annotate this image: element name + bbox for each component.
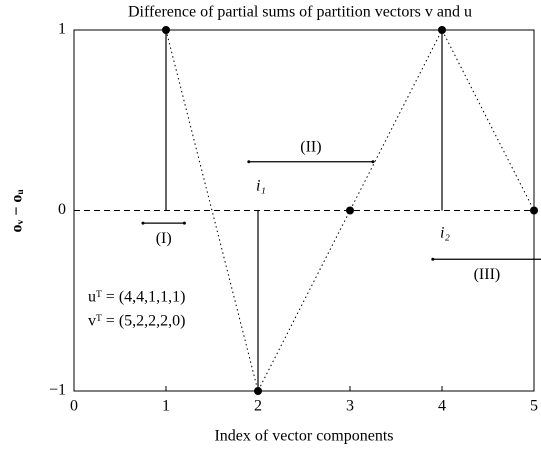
point bbox=[530, 206, 538, 215]
x-tick-label: 2 bbox=[254, 398, 262, 415]
formula: vᵀ = (5,2,2,2,0) bbox=[88, 313, 185, 330]
y-tick-label: −1 bbox=[49, 382, 66, 399]
interval-label: (II) bbox=[300, 138, 321, 155]
y-tick-label: 1 bbox=[58, 21, 66, 38]
interval-end bbox=[247, 160, 251, 164]
point bbox=[254, 387, 262, 395]
y-axis-label: oᵥ − oᵤ bbox=[9, 189, 26, 233]
interval-end bbox=[371, 160, 375, 164]
dotted-line bbox=[165, 28, 535, 393]
point bbox=[438, 26, 446, 34]
x-tick-label: 0 bbox=[70, 398, 78, 415]
point-label: i₂ bbox=[440, 225, 450, 242]
x-tick-label: 5 bbox=[530, 398, 538, 415]
x-tick-label: 4 bbox=[438, 398, 446, 415]
interval-end bbox=[182, 221, 186, 225]
point bbox=[162, 26, 170, 34]
x-tick-label: 3 bbox=[346, 398, 354, 415]
x-axis-label: Index of vector components bbox=[214, 428, 393, 445]
interval-label: (III) bbox=[474, 266, 501, 283]
interval-label: (I) bbox=[156, 230, 172, 247]
point bbox=[346, 206, 354, 215]
formula: uᵀ = (4,4,1,1,1) bbox=[88, 289, 185, 306]
point-label: i₁ bbox=[256, 178, 266, 195]
chart-title: Difference of partial sums of partition … bbox=[128, 4, 472, 21]
y-tick-label: 0 bbox=[58, 201, 66, 218]
interval-end bbox=[431, 257, 435, 261]
interval-end bbox=[141, 221, 145, 225]
x-tick-label: 1 bbox=[162, 398, 170, 415]
